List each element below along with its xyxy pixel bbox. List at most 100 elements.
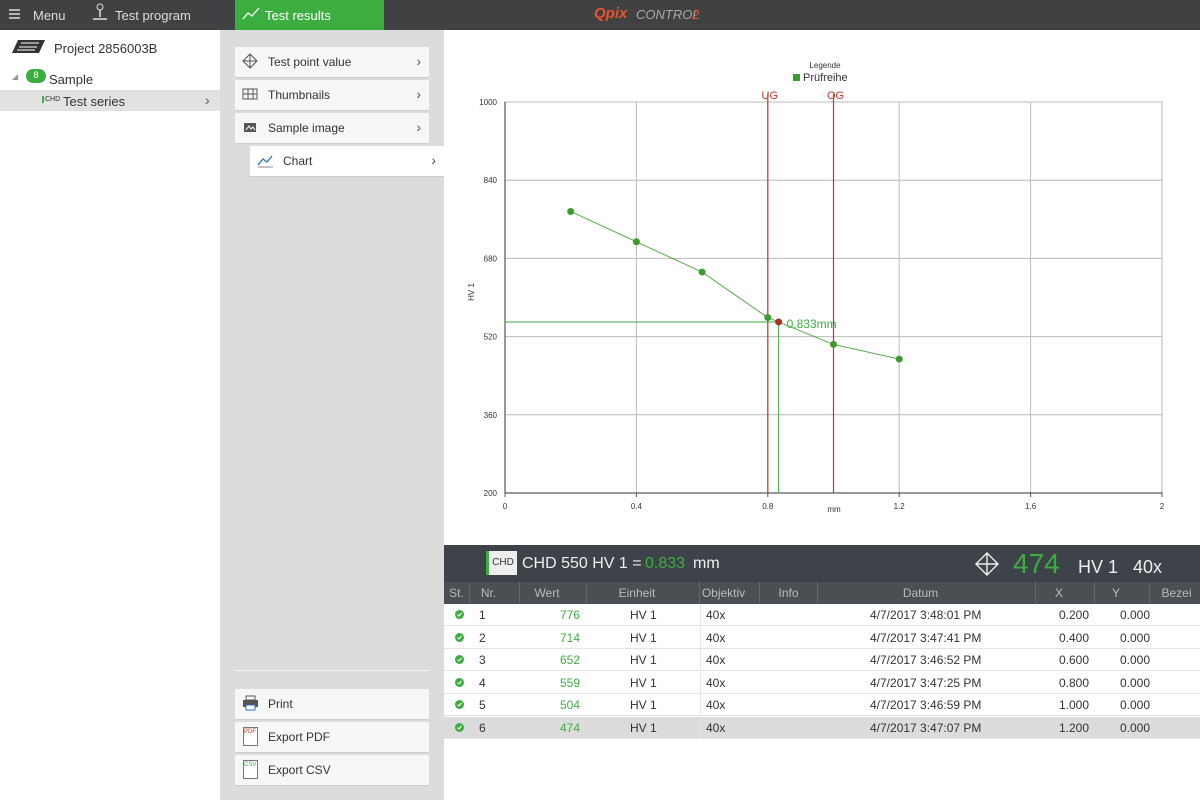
data-point	[764, 314, 772, 322]
view-button[interactable]: Thumbnails ›	[235, 80, 429, 111]
test-results[interactable]: Test results	[265, 8, 331, 23]
tree-selection[interactable]	[0, 90, 220, 111]
column-header[interactable]: Y	[1095, 582, 1150, 604]
status-ok	[455, 610, 464, 619]
action-label: Export PDF	[268, 730, 331, 744]
view-label: Thumbnails	[268, 88, 331, 102]
row-date: 4/7/2017 3:46:59 PM	[870, 698, 982, 712]
view-icon	[244, 123, 256, 132]
hardness-scale: HV 1	[1078, 557, 1119, 577]
y-tick-label: 520	[484, 333, 498, 342]
menu[interactable]: Menu	[33, 8, 66, 23]
objective: 40x	[1133, 557, 1163, 577]
row-date: 4/7/2017 3:47:41 PM	[870, 630, 982, 645]
table-row[interactable]: 1 776 HV 1 40x 4/7/2017 3:48:01 PM 0.200 0.000	[444, 604, 1200, 626]
test-series[interactable]: Test series	[63, 94, 126, 109]
row-value: 474	[559, 720, 580, 735]
action-button[interactable]: Print	[235, 689, 429, 720]
table-row[interactable]: 4 559 HV 1 40x 4/7/2017 3:47:25 PM 0.800 0.000	[444, 671, 1200, 694]
column-header[interactable]: St.	[444, 582, 470, 604]
top-bar: Menu Test program Test results Qpix CONT…	[0, 0, 1200, 30]
row-x: 1.200	[1058, 720, 1089, 735]
column-header[interactable]: Nr.	[470, 582, 520, 604]
result-value: 0.833	[645, 555, 686, 572]
view-icon	[242, 88, 258, 100]
y-tick-label: 200	[484, 489, 498, 498]
row-unit: HV 1	[630, 720, 657, 735]
action-button[interactable]: PDF Export PDF	[235, 722, 429, 753]
data-point	[632, 238, 640, 246]
row-unit: HV 1	[630, 653, 657, 667]
series-line	[570, 211, 900, 360]
row-date: 4/7/2017 3:46:52 PM	[870, 653, 982, 667]
action-icon: PDF	[243, 727, 258, 746]
chevron: ›	[431, 152, 436, 168]
view-button[interactable]: Test point value ›	[235, 47, 429, 78]
sample[interactable]: Sample	[49, 72, 94, 87]
x-tick-label: 1.6	[1025, 502, 1037, 511]
table-row[interactable]: 3 652 HV 1 40x 4/7/2017 3:46:52 PM 0.600 0.000	[444, 649, 1200, 671]
column-header[interactable]: Bezei	[1150, 582, 1200, 604]
table-row[interactable]: 2 714 HV 1 40x 4/7/2017 3:47:41 PM 0.400 0.000	[444, 626, 1200, 649]
test-program[interactable]: Test program	[115, 8, 191, 23]
marker-point	[775, 318, 783, 326]
y-tick-label: 680	[484, 254, 498, 263]
limit-label: OG	[827, 90, 844, 102]
view-button[interactable]: Chart ›	[250, 146, 444, 177]
view-icon	[257, 155, 273, 168]
project-icon	[12, 40, 45, 53]
column-divider	[700, 649, 701, 671]
table-row[interactable]: 5 504 HV 1 40x 4/7/2017 3:46:59 PM 1.000 0.000	[444, 694, 1200, 716]
column-header[interactable]: Datum	[818, 582, 1036, 604]
column-header[interactable]: Wert	[520, 582, 587, 604]
marker-label: 0.833mm	[787, 317, 837, 331]
column-header[interactable]: Einheit	[587, 582, 700, 604]
column-header[interactable]: Objektiv	[700, 582, 760, 604]
program-icon	[93, 3, 107, 20]
indent-icon	[975, 552, 999, 576]
row-x: 0.200	[1058, 608, 1089, 622]
row-objective: 40x	[706, 653, 726, 667]
column-header[interactable]: X	[1036, 582, 1095, 604]
chevron: ›	[416, 86, 421, 102]
menu-icon[interactable]	[8, 7, 22, 21]
x-tick-label: 0.4	[631, 502, 643, 511]
view-label: Chart	[283, 154, 313, 168]
result-bar: CHD CHD 550 HV 1 = 0.833 mm 474 HV 1 40x	[444, 545, 1200, 582]
print-icon	[243, 695, 258, 711]
chevron: ›	[416, 119, 421, 135]
data-point	[830, 340, 837, 348]
project[interactable]: Project 2856003B	[54, 41, 158, 56]
row-unit: HV 1	[630, 608, 657, 622]
table-row[interactable]: 6 474 HV 1 40x 4/7/2017 3:47:07 PM 1.200 0.000	[444, 716, 1200, 739]
expander[interactable]: ◢	[12, 72, 19, 81]
y-tick-label: 1000	[479, 98, 497, 107]
results-icon	[242, 7, 260, 20]
column-header[interactable]: Info	[760, 582, 818, 604]
limit-label: UG	[762, 90, 779, 102]
data-point	[698, 268, 706, 276]
row-value: 714	[559, 630, 580, 645]
view-label: Test point value	[268, 55, 352, 69]
column-divider	[700, 604, 701, 626]
separator	[235, 670, 429, 671]
data-point	[567, 207, 575, 215]
column-divider	[700, 716, 701, 739]
row-number: 5	[479, 698, 486, 712]
row-objective: 40x	[706, 698, 726, 712]
row-objective: 40x	[706, 630, 726, 645]
action-button[interactable]: CSV Export CSV	[235, 755, 429, 786]
row-number: 1	[479, 608, 486, 622]
action-label: Export CSV	[268, 763, 331, 777]
row-value: 559	[559, 675, 580, 690]
row-number: 4	[479, 675, 486, 690]
view-button[interactable]: Sample image ›	[235, 113, 429, 144]
logo-version: 2	[692, 7, 700, 22]
row-value: 652	[559, 653, 580, 667]
tab-test-results[interactable]	[235, 0, 384, 30]
view-icon	[242, 53, 258, 69]
x-tick-label: 0	[503, 502, 508, 511]
chevron: ›	[416, 53, 421, 69]
row-date: 4/7/2017 3:48:01 PM	[870, 608, 982, 622]
